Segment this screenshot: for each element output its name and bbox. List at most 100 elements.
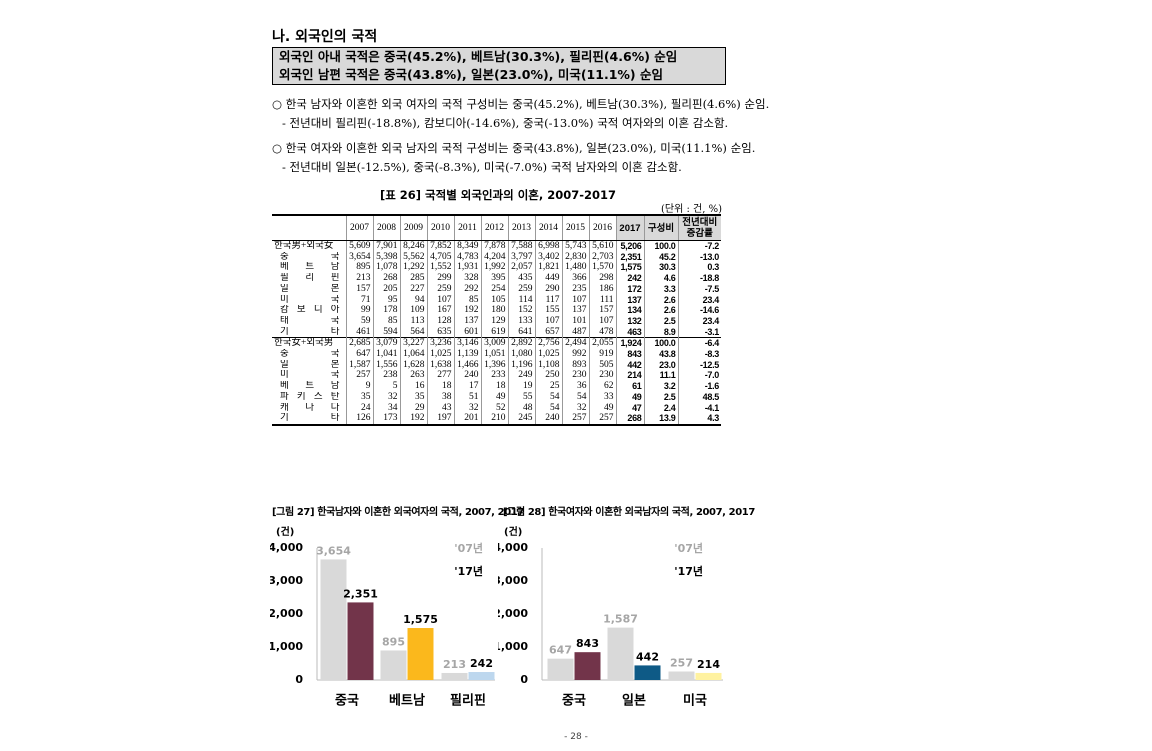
y-tick-label: 3,000 (270, 574, 303, 587)
table-row: 미 국 71 95 94 107 85 105 114 117 107 111 137 2.6 23.4 (272, 294, 721, 306)
table-cell: 442 (615, 359, 644, 371)
table-cell: -4.1 (677, 402, 721, 414)
bar (441, 672, 468, 680)
table-cell: 6,998 (534, 239, 562, 252)
table-cell: 1,638 (426, 359, 454, 371)
table-row: 기 타 461 594 564 635 601 619 641 657 487 478 463 8.9-… (272, 326, 721, 338)
table-cell: 2,892 (507, 337, 535, 350)
table-cell: 619 (480, 326, 508, 338)
table-cell: -1.6 (677, 381, 721, 392)
table-cell: 16 (399, 381, 427, 392)
table-cell: 505 (588, 359, 616, 371)
table-cell: 134 (615, 305, 644, 316)
table-cell: 155 (534, 305, 562, 316)
table-cell: 23.0 (643, 359, 678, 371)
table-cell: 4,705 (426, 251, 454, 263)
table-cell: 192 (453, 305, 481, 316)
bullet: - 전년대비 일본(-12.5%), 중국(-8.3%), 미국(-7.0%) … (282, 160, 682, 174)
table-cell: 1,466 (453, 359, 481, 371)
bar (607, 627, 634, 680)
table-cell: 111 (588, 294, 616, 306)
table-cell: 214 (615, 370, 644, 382)
table-cell: 893 (561, 359, 589, 371)
table-cell: 1,480 (561, 262, 589, 274)
table-cell: 7,878 (480, 239, 508, 252)
table-cell: 32 (561, 402, 589, 414)
table-cell: 1,064 (399, 349, 427, 360)
chart: (건) 0 1,000 2,000 3,000 4,000 중국 3,654 2,351 베트남 8… (270, 525, 495, 709)
table-cell: 3,146 (453, 337, 481, 350)
row-label: 한국女+외국男 (272, 337, 346, 350)
table-cell: 601 (453, 326, 481, 338)
table-row: 베 트 남 895 1,078 1,292 1,552 1,931 1,992 2,057 1,… (272, 262, 721, 274)
table-cell: 230 (561, 370, 589, 382)
table-cell: 843 (615, 349, 644, 360)
header-cell: 2015 (561, 214, 589, 241)
row-label: 기 타 (272, 413, 346, 426)
table-cell: 192 (399, 413, 427, 426)
table-cell: 99 (345, 305, 373, 316)
table-cell: 180 (480, 305, 508, 316)
table-cell: 657 (534, 326, 562, 338)
bar (468, 672, 495, 680)
table-cell: 259 (426, 283, 454, 295)
row-label: 중 국 (280, 349, 340, 360)
row-label: 필 리 핀 (280, 273, 340, 284)
table-cell: -14.6 (677, 305, 721, 316)
legend-label: '17년 (454, 564, 483, 578)
table-cell: 38 (426, 391, 454, 403)
table-cell: 18 (426, 381, 454, 392)
table-cell: 32 (453, 402, 481, 414)
bar (347, 602, 374, 680)
table-cell: 641 (507, 326, 535, 338)
table-cell: 290 (534, 283, 562, 295)
summary-line: 외국인 남편 국적은 중국(43.8%), 일본(23.0%), 미국(11.1… (279, 67, 663, 82)
table-cell: 1,396 (480, 359, 508, 371)
table-cell: 71 (345, 294, 373, 306)
table-cell: 2,703 (588, 251, 616, 263)
table-cell: 268 (615, 413, 644, 426)
table-cell: 435 (507, 273, 535, 284)
table-cell: 24 (345, 402, 373, 414)
table-cell: 5,562 (399, 251, 427, 263)
y-tick-label: 2,000 (498, 607, 528, 620)
table-cell: 257 (345, 370, 373, 382)
table-cell: 5,610 (588, 239, 616, 252)
page-number: - 28 - (564, 732, 588, 742)
table-cell: 298 (588, 273, 616, 284)
table-cell: 328 (453, 273, 481, 284)
table-cell: 3.3 (643, 283, 678, 295)
table-cell: 461 (345, 326, 373, 338)
table-cell: 7,901 (372, 239, 400, 252)
x-tick-label: 중국 (335, 694, 359, 709)
row-label: 미 국 (280, 370, 340, 381)
y-tick-label: 2,000 (270, 607, 303, 620)
legend-label: '07년 (454, 541, 483, 555)
figure-title: [그림 28] 한국여자와 이혼한 외국남자의 국적, 2007, 2017 (503, 507, 755, 518)
table-cell: 7,588 (507, 239, 535, 252)
table-cell: 49 (588, 402, 616, 414)
table-cell: 109 (399, 305, 427, 316)
value-label: 2,351 (343, 587, 378, 600)
header-cell: 2011 (453, 214, 481, 241)
header-cell: 2009 (399, 214, 427, 241)
header-row: 2007 2008 2009 2010 2011 2012 2013 2014 2015 2016… (272, 214, 721, 241)
table-cell: 36 (561, 381, 589, 392)
table-cell: 33 (588, 391, 616, 403)
table-cell: 0.3 (677, 262, 721, 274)
table-row: 태 국 59 85 113 128 137 129 133 107 101 107 132 2.5 23.… (272, 315, 721, 327)
bar (407, 628, 434, 680)
table-cell: 107 (588, 315, 616, 327)
row-label: 캐 나 다 (280, 402, 340, 413)
table-cell: 257 (588, 413, 616, 426)
value-label: 1,587 (603, 613, 638, 626)
table-cell: 487 (561, 326, 589, 338)
table-cell: 1,628 (399, 359, 427, 371)
table-cell: 18 (480, 381, 508, 392)
table-cell: 5,609 (345, 239, 373, 252)
table-cell: 7,852 (426, 239, 454, 252)
table-cell: 23.4 (677, 315, 721, 327)
table-cell: 230 (588, 370, 616, 382)
value-label: 242 (470, 657, 493, 670)
table-cell: 895 (345, 262, 373, 274)
